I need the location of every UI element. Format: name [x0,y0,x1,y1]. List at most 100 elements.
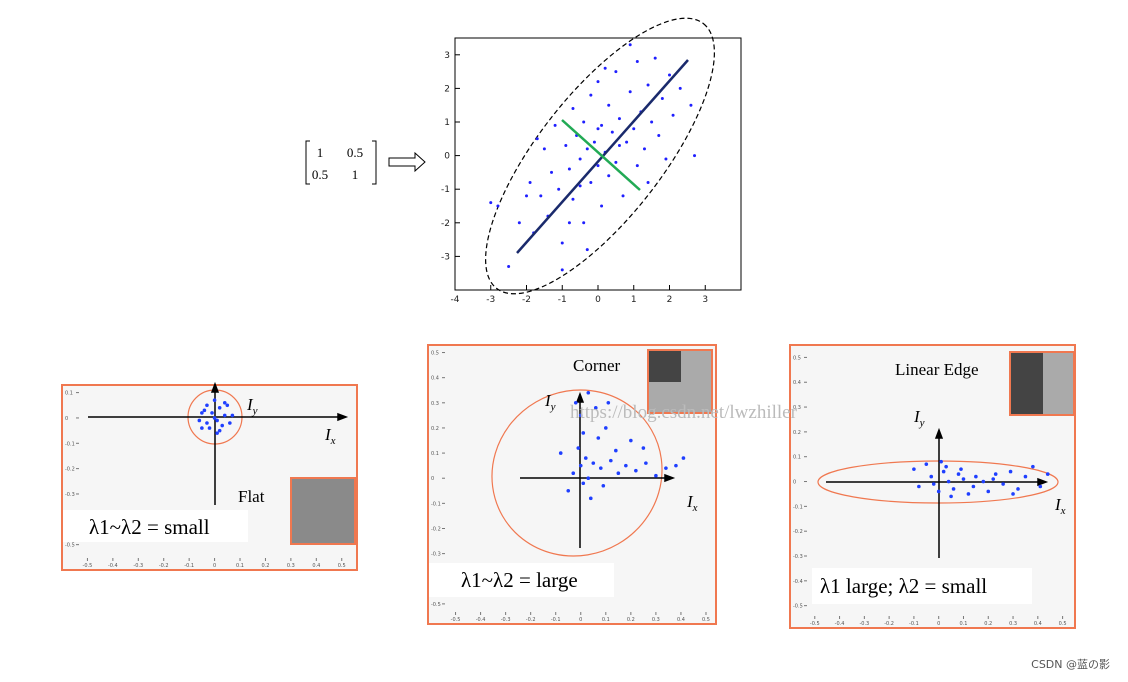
point [578,184,582,188]
caption: λ1 large; λ2 = small [820,574,987,598]
point [603,66,607,70]
point [581,431,586,435]
point [617,117,621,121]
texture-dark [649,351,681,382]
y-tick-label: -0.1 [65,441,75,447]
point [564,144,568,148]
footer: CSDN @蓝の影 [1031,658,1110,671]
y-tick-label: 0 [793,480,796,486]
x-tick-label: 0.5 [702,617,710,623]
point [560,241,564,245]
point [517,221,521,225]
point [653,56,657,60]
point [632,127,636,131]
point [591,461,596,465]
y-tick-label: 0.5 [431,351,439,357]
y-tick-label: 0.1 [431,451,439,457]
annotation: Corner [573,356,621,375]
point [624,463,628,468]
ellipse [485,17,715,295]
y-tick-label: -1 [441,185,450,195]
matrix-cell: 1 [352,167,359,182]
point [571,471,576,475]
point [571,197,575,201]
x-tick-label: -0.4 [476,617,486,623]
point [991,477,996,481]
y-tick-label: -2 [441,219,450,229]
axis-arrow [337,412,349,422]
annotation: Flat [238,487,265,506]
axis-arrow [1037,477,1049,487]
y-tick-label: 2 [444,84,450,94]
point [585,248,589,252]
x-tick-label: 0.4 [677,617,685,623]
y-tick-label: -0.2 [65,467,75,473]
axis-arrow [575,391,585,403]
label-main: I [246,395,254,414]
x-tick-label: 0.2 [261,563,269,569]
point [489,201,493,205]
x-tick-label: -4 [451,295,460,305]
point [567,167,571,171]
point [586,390,591,395]
point [1031,464,1035,469]
y-tick-label: -3 [441,252,450,262]
point [629,438,633,443]
point [1001,482,1005,486]
x-tick-label: -0.2 [526,617,536,623]
y-tick-label: 0.5 [793,355,801,361]
y-tick-label: -0.1 [431,501,441,507]
point [205,421,209,425]
point [939,459,943,464]
label-sub: y [919,417,925,429]
point [944,464,948,469]
y-tick-label: 0.1 [793,455,801,461]
x-tick-label: 0.1 [960,621,968,627]
point [585,147,589,151]
point [981,479,986,484]
x-tick-label: 0.5 [1059,621,1067,627]
point [210,411,214,415]
point [664,466,668,470]
point [573,401,578,405]
point [693,154,697,158]
y-tick-label: -0.2 [431,526,441,532]
point [593,406,598,410]
caption-box [63,510,248,542]
caption-box [812,568,1032,604]
ellipse [491,389,663,557]
y-tick-label: -0.3 [793,554,803,560]
point [589,180,593,184]
x-tick-label: 1 [631,295,637,305]
point [542,147,546,151]
x-tick-label: -0.1 [551,617,561,623]
point [496,204,500,208]
point [215,418,219,423]
point [222,413,227,418]
point [220,423,225,428]
x-tick-label: -0.3 [501,617,511,623]
point [507,264,511,268]
label-main: I [686,492,694,511]
y-tick-label: 0.2 [793,430,801,436]
point [956,472,961,476]
point [606,401,611,405]
point [966,492,971,496]
point [550,170,554,174]
x-tick-label: 0 [937,621,940,627]
x-tick-label: -1 [558,295,567,305]
point [596,127,600,131]
point [644,461,648,465]
point [567,221,571,225]
point [674,463,678,468]
matrix-cell: 0.5 [312,167,328,182]
axis-arrow [934,427,944,439]
point [1038,484,1043,489]
point [617,144,621,148]
point [217,428,222,433]
matrix-cell: 0.5 [347,145,363,160]
y-tick-label: -0.4 [793,579,803,585]
point [635,60,639,64]
point [200,426,204,430]
